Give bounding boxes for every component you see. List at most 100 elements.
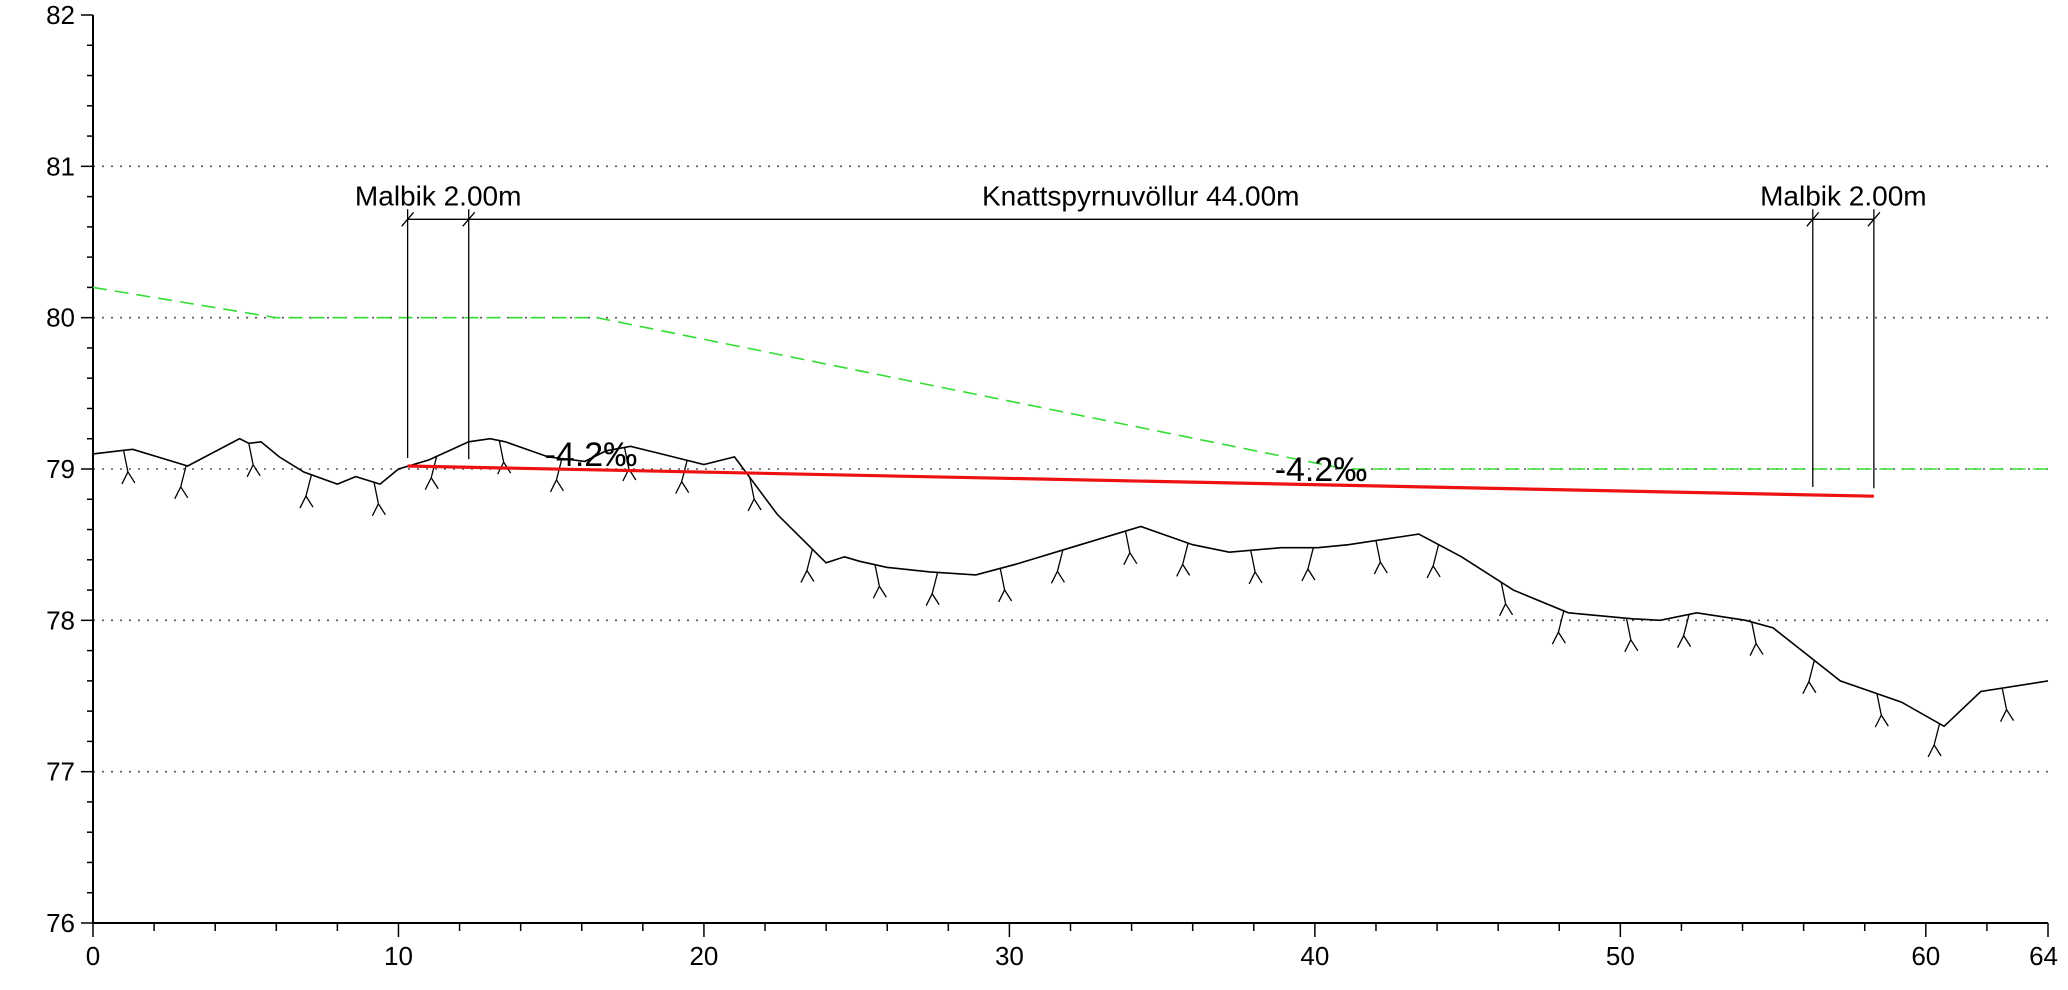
dimension-layer xyxy=(401,209,1881,489)
ground-symbol-stem xyxy=(1307,547,1314,570)
pitch-design-line xyxy=(407,464,1874,498)
ground-symbol-branch xyxy=(806,570,815,582)
ground-symbol-branch xyxy=(1176,564,1184,577)
ground-symbol xyxy=(1802,660,1817,695)
ground-symbol xyxy=(1499,582,1514,617)
y-tick-label: 76 xyxy=(46,908,75,938)
dimension-tick xyxy=(1806,211,1820,227)
ground-symbol-stem xyxy=(931,572,939,594)
ground-symbol-stem xyxy=(248,443,254,465)
ground-symbol xyxy=(1123,530,1138,565)
ground-symbol-stem xyxy=(1056,549,1064,572)
ground-symbol-branch xyxy=(925,593,933,607)
x-tick-label: 60 xyxy=(1911,941,1940,971)
x-tick-label: 50 xyxy=(1606,941,1635,971)
ground-symbol-branch xyxy=(1426,565,1434,579)
ground-symbol xyxy=(1999,687,2015,722)
ground-symbol-stem xyxy=(1683,614,1690,636)
ground-symbol xyxy=(872,564,887,599)
ground-symbol-branch xyxy=(1551,631,1559,645)
ground-symbol-stem xyxy=(1625,618,1632,640)
ground-symbol-branch xyxy=(1499,603,1507,617)
ground-symbol-stem xyxy=(1375,540,1381,563)
ground-symbol-branch xyxy=(878,585,887,598)
ground-symbol-stem xyxy=(1432,544,1440,567)
ground-symbol-stem xyxy=(1808,660,1815,682)
label-layer: 76 77 78 79 80 81 82 0 10 20 30 40 50 60 64 Malbik 2.00… xyxy=(46,0,2058,971)
ground-symbol-branch xyxy=(872,585,880,599)
existing-ground-line xyxy=(92,437,2049,728)
ground-symbol xyxy=(1551,610,1566,645)
ground-symbol-stem xyxy=(1500,582,1507,604)
ground-symbol xyxy=(747,477,762,512)
ground-symbol-branch xyxy=(1301,568,1309,582)
ground-symbol-branch xyxy=(1933,744,1942,757)
ground-symbol-branch xyxy=(1880,714,1889,727)
x-tick-label: 10 xyxy=(384,941,413,971)
ground-symbol xyxy=(299,474,314,509)
ground-symbol xyxy=(174,465,189,500)
ground-symbol-branch xyxy=(1050,571,1059,584)
ground-symbol-stem xyxy=(874,564,881,587)
ground-symbol-stem xyxy=(2001,687,2008,710)
ground-symbol-branch xyxy=(753,498,762,511)
ground-symbol xyxy=(371,482,386,517)
ground-symbol-branch xyxy=(800,570,808,583)
ground-symbol-branch xyxy=(127,471,136,484)
ground-symbol-branch xyxy=(549,479,558,493)
ground-symbol-branch xyxy=(998,589,1006,603)
ground-symbol xyxy=(1176,542,1191,577)
y-tick-label: 82 xyxy=(46,0,75,30)
ground-symbol-stem xyxy=(999,568,1006,591)
ground-symbol-branch xyxy=(681,481,690,493)
ground-symbol-branch xyxy=(305,495,314,508)
ground-symbol-stem xyxy=(1876,693,1882,716)
ground-symbol-branch xyxy=(180,486,189,499)
axis-layer xyxy=(81,14,2049,937)
ground-symbol-branch xyxy=(555,479,565,492)
dimension-label: Knattspyrnuvöllur 44.00m xyxy=(982,180,1300,211)
ground-symbol-stem xyxy=(180,465,187,487)
ground-symbol xyxy=(1677,614,1692,648)
ground-symbol-branch xyxy=(121,471,129,485)
ground-symbol-branch xyxy=(1755,643,1764,655)
ground-symbol-branch xyxy=(1379,561,1388,574)
ground-symbol-branch xyxy=(1182,564,1191,576)
ground-symbol-branch xyxy=(299,495,307,509)
ground-symbol xyxy=(1749,621,1764,656)
ground-symbol-branch xyxy=(1802,681,1810,695)
ground-symbol-branch xyxy=(174,486,182,500)
dimension-label: Malbik 2.00m xyxy=(1760,180,1927,211)
slope-label: -4.2‰ xyxy=(545,436,638,474)
ground-symbol xyxy=(1301,547,1316,582)
ground-symbol-branch xyxy=(1004,589,1013,602)
ground-symbol-stem xyxy=(1182,542,1189,565)
ground-symbol xyxy=(1874,693,1889,728)
ground-symbol-stem xyxy=(498,440,505,463)
dimension-tick xyxy=(1867,211,1881,227)
ground-symbol xyxy=(424,456,439,491)
ground-symbol xyxy=(1927,723,1942,758)
ground-symbol xyxy=(121,450,136,485)
ground-symbol-stem xyxy=(623,447,630,470)
ground-symbol-branch xyxy=(1749,643,1757,656)
grid-layer xyxy=(93,165,2048,773)
ground-symbol-branch xyxy=(1677,635,1685,648)
series-layer xyxy=(92,286,2049,758)
ground-symbol-branch xyxy=(1373,561,1381,575)
ground-symbol-stem xyxy=(373,482,380,504)
ground-symbol-stem xyxy=(1250,550,1256,573)
ground-symbol xyxy=(1426,544,1441,579)
ground-symbol xyxy=(1248,550,1263,585)
x-tick-label: 40 xyxy=(1300,941,1329,971)
dimension-tick xyxy=(462,211,476,227)
ground-symbol-branch xyxy=(1248,571,1256,585)
x-tick-label: 20 xyxy=(689,941,718,971)
terrain-design-line xyxy=(92,286,2048,470)
ground-symbol-branch xyxy=(1129,552,1138,565)
ground-symbol-stem xyxy=(1933,723,1941,746)
ground-symbol-branch xyxy=(371,503,379,517)
ground-symbol-branch xyxy=(1056,570,1065,583)
ground-symbol-stem xyxy=(122,450,129,473)
